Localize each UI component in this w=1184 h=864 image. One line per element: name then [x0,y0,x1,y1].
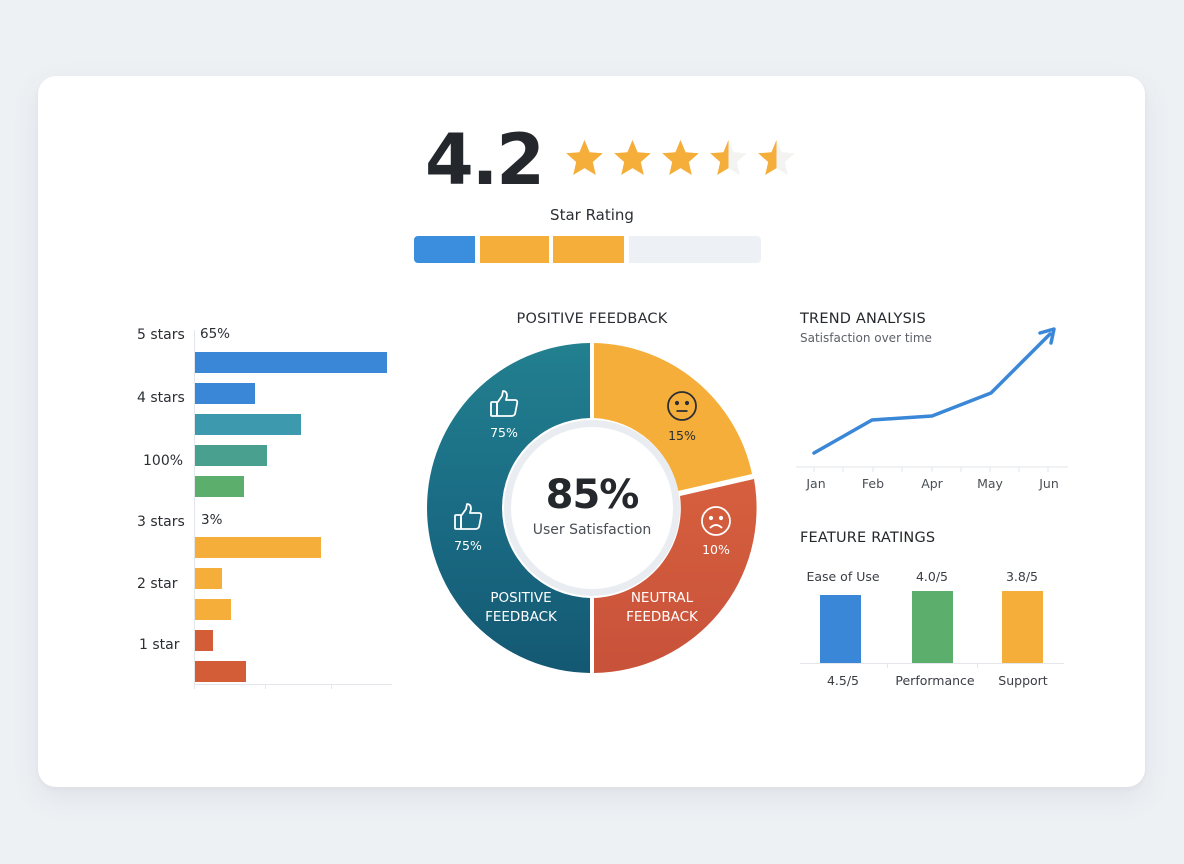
star-full-icon [614,140,651,175]
positive-feedback-label: POSITIVE FEEDBACK [456,589,586,627]
neutral-label-line2: FEEDBACK [626,609,698,625]
star-row [564,138,797,179]
thumbs-up-icon [488,388,520,420]
donut-center-value: 85% [545,472,640,518]
distribution-bar[interactable] [195,599,231,620]
donut-segment-positive-upper[interactable] [427,343,590,508]
rating-segment-bar [414,236,761,263]
distribution-bar[interactable] [195,476,244,497]
distribution-axis-tick [194,684,195,689]
donut-segment-negative[interactable] [594,479,757,673]
positive-label-line2: FEEDBACK [485,609,557,625]
sad-face-icon [700,505,732,537]
star-rating-label: Star Rating [550,206,634,224]
distribution-label: 100% [143,453,184,469]
feature-bar[interactable] [912,591,953,663]
donut-center-label: User Satisfaction [532,522,652,538]
rating-segment [553,236,624,263]
feature-axis-tick [887,663,888,668]
star-full-icon [566,140,603,175]
distribution-x-axis [194,684,392,685]
trend-title: TREND ANALYSIS [800,311,926,327]
donut-segment-positive-lower[interactable] [427,508,590,673]
donut-title: POSITIVE FEEDBACK [516,311,668,327]
trend-x-label: May [977,476,1003,491]
rating-segment [414,236,475,263]
satisfaction-donut [425,343,759,673]
star-half-icon [758,140,795,175]
distribution-bar[interactable] [195,568,222,589]
thumbs-up-icon [452,501,484,533]
distribution-bar[interactable] [195,630,213,651]
feature-bottom-label: Performance [895,673,975,688]
positive-upper-pct: 75% [490,425,518,440]
distribution-bar[interactable] [195,445,267,466]
distribution-y-axis [194,330,195,688]
feature-bottom-label: 4.5/5 [826,673,860,688]
feature-bottom-label: Support [998,673,1048,688]
star-half-icon [710,140,747,175]
trend-subtitle: Satisfaction over time [800,331,932,345]
neutral-feedback-label: NEUTRAL FEEDBACK [597,589,727,627]
overall-score: 4.2 [425,119,545,201]
distribution-bar[interactable] [195,414,301,435]
rating-segment [480,236,549,263]
positive-lower-pct: 75% [454,538,482,553]
trend-x-label: Jun [1039,476,1059,491]
donut-graphic [427,343,757,673]
feature-axis-tick [977,663,978,668]
trend-x-label: Jan [806,476,826,491]
trend-arrow-head-icon [1038,327,1056,345]
distribution-bar[interactable] [195,537,321,558]
distribution-bar[interactable] [195,352,387,373]
distribution-annotation: 65% [200,326,231,342]
trend-x-label: Feb [861,476,885,491]
distribution-axis-tick [265,684,266,689]
trend-x-label: Apr [921,476,943,491]
distribution-annotation: 3% [201,512,223,528]
neutral-label-line1: NEUTRAL [630,590,694,606]
distribution-label: 1 star [139,637,180,653]
distribution-label: 2 star [137,576,178,592]
trend-line-chart [796,327,1068,472]
feature-ratings-title: FEATURE RATINGS [800,530,936,546]
distribution-label: 5 stars [137,327,185,343]
feature-top-label: Ease of Use [806,569,880,584]
distribution-bar[interactable] [195,661,246,682]
trend-line [812,332,1052,455]
positive-label-line1: POSITIVE [490,590,552,606]
neutral-face-icon [666,390,698,422]
distribution-axis-tick [331,684,332,689]
negative-pct: 10% [702,542,730,557]
distribution-label: 3 stars [137,514,185,530]
distribution-bar[interactable] [195,383,255,404]
neutral-pct: 15% [668,428,696,443]
feature-bar[interactable] [1002,591,1043,663]
feature-top-label: 4.0/5 [915,569,949,584]
feature-bar[interactable] [820,595,861,663]
feature-x-axis [800,663,1064,664]
rating-segment [629,236,761,263]
feature-top-label: 3.8/5 [1005,569,1039,584]
distribution-label: 4 stars [137,390,185,406]
star-full-icon [662,140,699,175]
